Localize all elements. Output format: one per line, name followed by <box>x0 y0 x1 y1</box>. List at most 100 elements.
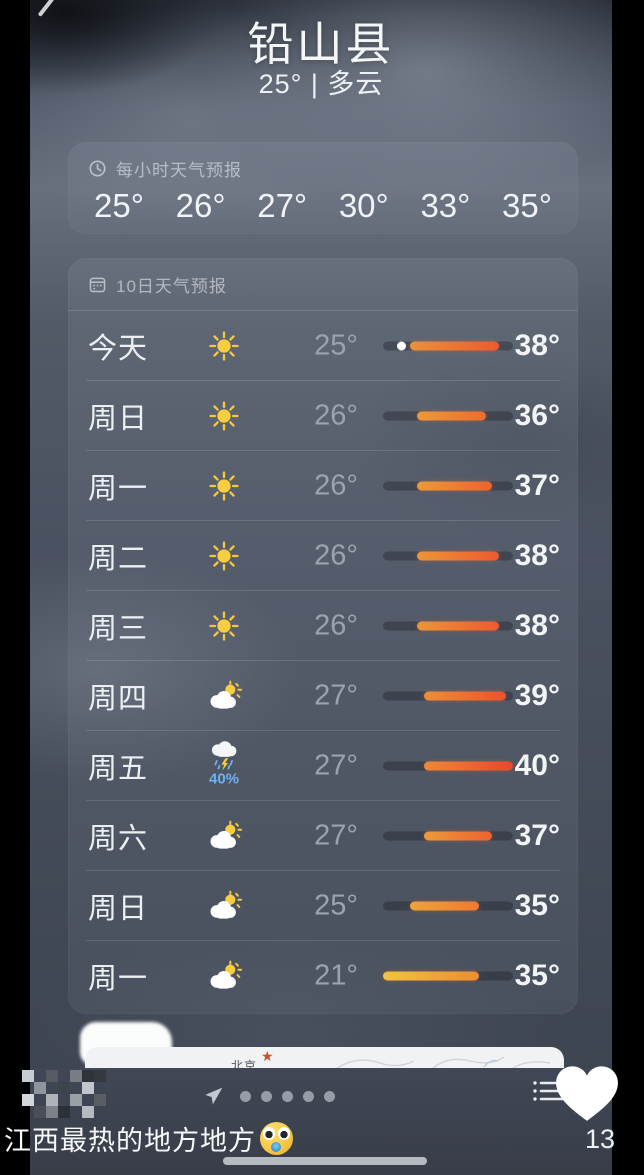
low-temp: 27° <box>314 749 358 781</box>
blurred-watermark <box>22 1070 108 1118</box>
high-temp: 39° <box>514 678 560 712</box>
forecast-row[interactable]: 周四 27° 39° <box>86 660 560 730</box>
daily-forecast-card: 10日天气预报 今天 25° 38° 周日 26° 36° 周一 <box>68 258 578 1014</box>
hourly-forecast-card[interactable]: 每小时天气预报 25° 26° 27° 30° 33° 35° <box>68 142 578 234</box>
page-dot[interactable] <box>282 1090 293 1102</box>
day-label: 周六 <box>88 822 149 855</box>
high-temp: 37° <box>514 818 560 852</box>
temp-range-bar <box>424 831 493 840</box>
low-temp: 26° <box>314 399 358 431</box>
low-temp: 25° <box>314 889 358 921</box>
temp-range-track <box>383 621 513 630</box>
day-label: 周二 <box>88 542 149 575</box>
page-dot[interactable] <box>324 1090 335 1102</box>
weather-icon <box>210 680 242 709</box>
day-label: 周三 <box>88 612 149 645</box>
forecast-row[interactable]: 今天 25° 38° <box>86 311 560 380</box>
low-temp: 26° <box>314 539 358 571</box>
hourly-temp: 30° <box>338 187 389 224</box>
clock-icon <box>89 160 106 177</box>
day-label: 周四 <box>88 682 149 715</box>
page-dot[interactable] <box>240 1090 251 1102</box>
day-label: 周日 <box>88 892 149 925</box>
temp-range-track <box>383 551 513 560</box>
current-conditions: 25° | 多云 <box>258 69 384 99</box>
temp-range-track <box>383 341 513 350</box>
temp-range-bar <box>417 551 500 560</box>
temp-range-bar <box>410 341 500 350</box>
forecast-row[interactable]: 周六 27° 37° <box>86 800 560 870</box>
like-count: 13 <box>584 1124 616 1154</box>
high-temp: 38° <box>514 538 560 572</box>
low-temp: 26° <box>314 469 358 501</box>
caption-text: 江西最热的地方地方 <box>4 1126 256 1156</box>
map-star-marker: ★ <box>261 1048 274 1064</box>
weather-icon <box>209 400 239 431</box>
low-temp: 21° <box>314 959 358 991</box>
temp-range-bar <box>417 621 500 630</box>
hourly-temp: 35° <box>502 187 552 224</box>
hourly-temps-row[interactable]: 25° 26° 27° 30° 33° 35° <box>68 181 578 225</box>
weather-icon <box>210 890 242 919</box>
forecast-row[interactable]: 周二 26° 38° <box>86 520 560 590</box>
video-caption: 江西最热的地方地方 <box>4 1119 293 1158</box>
weather-icon <box>209 470 239 501</box>
high-temp: 37° <box>514 468 560 502</box>
high-temp: 36° <box>514 398 560 432</box>
day-label: 周日 <box>88 402 149 435</box>
temp-range-bar <box>410 901 479 910</box>
page-indicator[interactable] <box>204 1086 335 1106</box>
high-temp: 35° <box>514 888 560 922</box>
day-label: 周一 <box>88 472 149 505</box>
day-label: 今天 <box>88 332 149 365</box>
forecast-row[interactable]: 周日 25° 35° <box>86 870 560 940</box>
daily-section-title: 10日天气预报 <box>116 277 227 296</box>
hourly-temp: 25° <box>94 187 144 224</box>
forecast-row[interactable]: 周一 26° 37° <box>86 450 560 520</box>
forecast-row[interactable]: 周三 26° 38° <box>86 590 560 660</box>
current-temp-dot <box>397 341 407 350</box>
hourly-temp: 26° <box>175 187 226 224</box>
low-temp: 26° <box>314 609 358 641</box>
high-temp: 38° <box>514 328 560 362</box>
temp-range-track <box>383 481 513 490</box>
hourly-temp: 27° <box>257 187 308 224</box>
weather-icon <box>209 610 239 641</box>
astonished-face-emoji <box>260 1122 293 1155</box>
temp-range-bar <box>417 481 493 490</box>
hourly-temp: 33° <box>420 187 471 224</box>
hourly-section-title: 每小时天气预报 <box>116 161 242 180</box>
weather-app-video-frame: 铅山县 25° | 多云 每小时天气预报 25° 26° 27° 30° 33° 35° <box>30 0 612 1175</box>
location-arrow-icon <box>205 1087 223 1105</box>
weather-icon <box>210 820 242 849</box>
high-temp: 40° <box>514 748 560 782</box>
calendar-icon <box>89 277 106 293</box>
high-temp: 35° <box>514 958 560 992</box>
page-dot[interactable] <box>303 1090 314 1102</box>
home-indicator[interactable] <box>223 1157 427 1165</box>
weather-icon <box>209 540 239 571</box>
weather-icon <box>209 330 239 361</box>
weather-icon <box>211 740 237 771</box>
like-heart-icon[interactable] <box>554 1063 620 1123</box>
temp-range-track <box>383 761 513 770</box>
forecast-row[interactable]: 周五 40% 27° 40° <box>86 730 560 800</box>
temp-range-bar <box>383 971 479 980</box>
high-temp: 38° <box>514 608 560 642</box>
low-temp: 25° <box>314 329 358 361</box>
day-label: 周五 <box>88 752 149 785</box>
forecast-row[interactable]: 周日 26° 36° <box>86 380 560 450</box>
low-temp: 27° <box>314 679 358 711</box>
forecast-row[interactable]: 周一 21° 35° <box>86 940 560 1010</box>
location-title: 铅山县 <box>247 18 395 70</box>
page-dot[interactable] <box>261 1090 272 1102</box>
temp-range-track <box>383 411 513 420</box>
temp-range-track <box>383 831 513 840</box>
temp-range-bar <box>417 411 486 420</box>
low-temp: 27° <box>314 819 358 851</box>
temp-range-bar <box>424 761 513 770</box>
temp-range-track <box>383 971 513 980</box>
precip-chance: 40% <box>208 770 240 787</box>
